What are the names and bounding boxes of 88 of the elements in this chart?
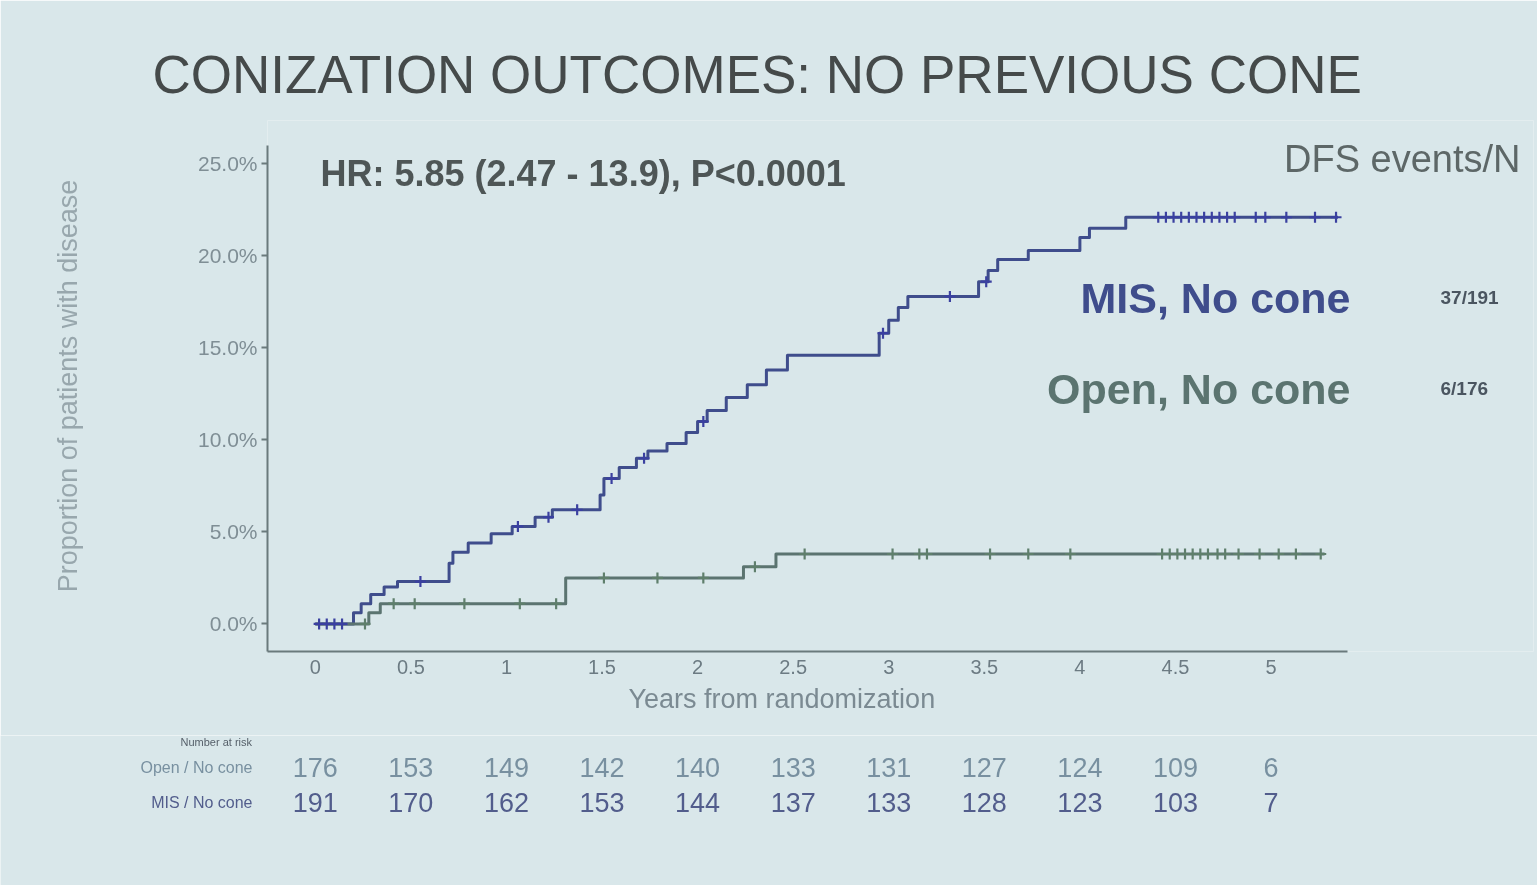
series-label: MIS, No cone xyxy=(1080,273,1351,322)
text: 133 xyxy=(866,788,912,818)
point xyxy=(1249,210,1263,224)
y-tick-label: 5.0% xyxy=(209,520,258,544)
point xyxy=(650,571,665,585)
legend-title: DFS events/N xyxy=(1283,137,1521,180)
y-tick-label: 15.0% xyxy=(197,336,258,360)
point xyxy=(1272,547,1286,561)
text: 6/176 xyxy=(1440,378,1489,399)
point xyxy=(1063,547,1077,561)
point xyxy=(696,414,710,429)
point xyxy=(1279,210,1293,224)
point xyxy=(597,571,611,585)
text: 131 xyxy=(866,753,912,783)
point xyxy=(408,597,422,611)
point xyxy=(876,326,890,340)
point xyxy=(1021,547,1035,561)
point xyxy=(549,597,563,611)
x-tick-label: 3 xyxy=(883,655,895,678)
point xyxy=(798,547,812,561)
text: 142 xyxy=(579,753,625,783)
point xyxy=(696,571,710,585)
text: 137 xyxy=(770,788,816,818)
x-axis-title: Years from randomization xyxy=(628,683,936,714)
point xyxy=(979,275,993,289)
text: 144 xyxy=(675,788,721,818)
point xyxy=(748,560,762,574)
y-tick-label: 25.0% xyxy=(197,152,258,176)
y-tick-label: 10.0% xyxy=(197,428,258,452)
point xyxy=(943,289,957,303)
text: 176 xyxy=(292,753,338,783)
text: 127 xyxy=(961,753,1007,783)
x-tick-label: 0.5 xyxy=(396,655,425,678)
x-tick-label: 4.5 xyxy=(1161,655,1190,678)
text: 124 xyxy=(1057,753,1103,783)
point xyxy=(1231,547,1246,561)
point xyxy=(358,617,372,631)
text: 153 xyxy=(579,788,625,818)
text: 170 xyxy=(388,788,434,818)
point xyxy=(1289,547,1303,561)
point xyxy=(1314,547,1328,561)
text: 162 xyxy=(483,788,529,818)
point xyxy=(541,510,556,524)
point xyxy=(1329,210,1343,224)
y-tick-label: 20.0% xyxy=(197,244,258,268)
text: 7 xyxy=(1263,788,1279,818)
x-tick-label: 0 xyxy=(309,655,321,678)
point xyxy=(570,503,584,517)
text: MIS / No cone xyxy=(151,794,253,811)
point xyxy=(983,547,997,561)
text: 109 xyxy=(1152,753,1198,783)
text: 140 xyxy=(675,753,721,783)
text: 6 xyxy=(1263,753,1279,783)
x-tick-label: 3.5 xyxy=(970,655,999,678)
text: 37/191 xyxy=(1440,287,1500,308)
text: 128 xyxy=(961,788,1007,818)
point xyxy=(335,617,349,631)
point xyxy=(413,574,428,589)
point xyxy=(637,451,651,465)
x-tick-label: 1.5 xyxy=(588,655,616,678)
point xyxy=(1228,210,1242,224)
y-axis-title: Proportion of patients with disease xyxy=(52,179,83,593)
point xyxy=(885,547,900,561)
text: Open / No cone xyxy=(140,759,253,776)
x-tick-label: 2 xyxy=(692,655,704,678)
point xyxy=(1308,210,1322,224)
annotation: HR: 5.85 (2.47 - 13.9), P<0.0001 xyxy=(320,153,846,194)
point xyxy=(387,597,401,611)
point xyxy=(1258,210,1272,224)
point xyxy=(513,597,527,611)
text: 103 xyxy=(1152,788,1198,818)
text: 133 xyxy=(770,753,816,783)
x-tick-label: 2.5 xyxy=(779,655,808,678)
point xyxy=(457,597,471,611)
point xyxy=(1252,547,1267,561)
text: Number at risk xyxy=(180,735,253,748)
text: 149 xyxy=(483,753,529,783)
point xyxy=(604,471,619,486)
point xyxy=(511,519,525,533)
chart-title: CONIZATION OUTCOMES: NO PREVIOUS CONE xyxy=(152,44,1362,104)
y-tick-label: 0.0% xyxy=(209,612,258,636)
x-tick-label: 5 xyxy=(1265,655,1277,678)
x-tick-label: 1 xyxy=(500,655,512,678)
text: 191 xyxy=(292,788,338,818)
text: 123 xyxy=(1057,788,1103,818)
text: 153 xyxy=(388,753,434,783)
x-tick-label: 4 xyxy=(1074,655,1086,678)
text: Open, No cone xyxy=(1047,364,1351,413)
